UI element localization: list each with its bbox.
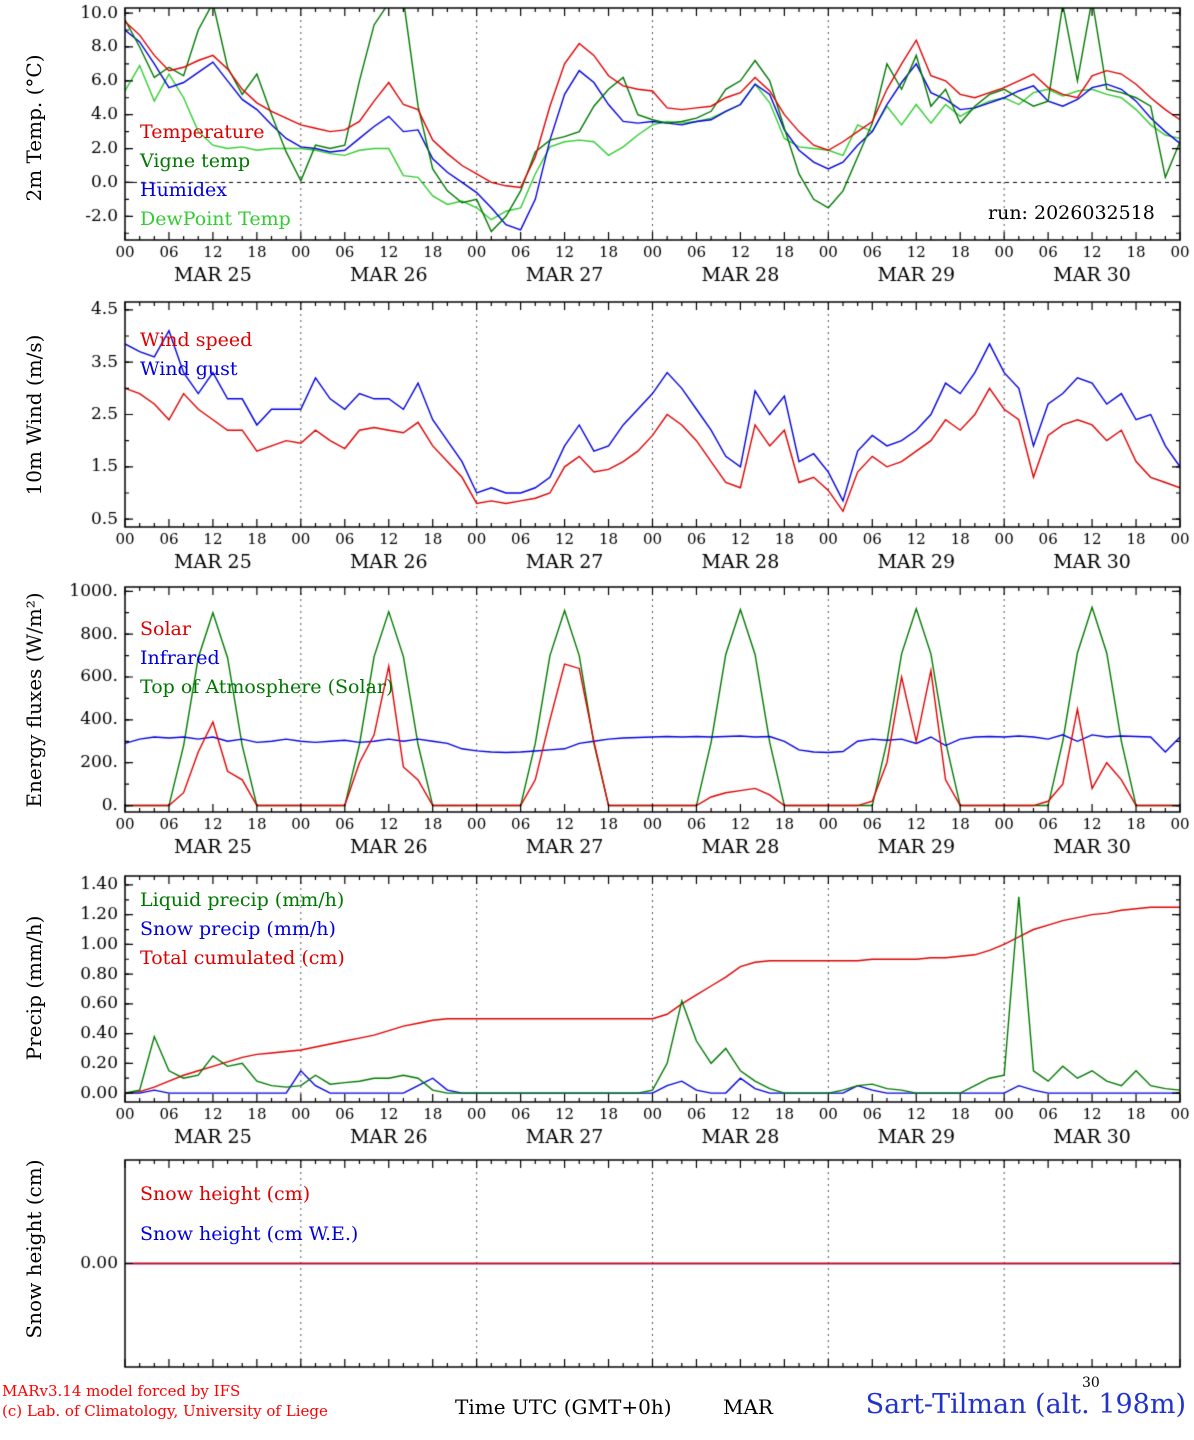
wind-panel: 10m Wind (m/s) Wind speed Wind gust (0, 290, 1194, 575)
month-caption: MAR (723, 1395, 773, 1419)
legend-item-solar: Solar (140, 618, 191, 640)
precip-panel: Precip (mm/h) Liquid precip (mm/h) Snow … (0, 860, 1194, 1150)
run-label: run: 2026032518 (988, 202, 1155, 224)
legend-item-wind-speed: Wind speed (140, 329, 253, 351)
footer-superscript: 30 (1082, 1375, 1100, 1391)
temperature-legend: Temperature Vigne temp Humidex DewPoint … (140, 118, 291, 234)
energy-y-axis-label: Energy fluxes (W/m²) (22, 592, 46, 808)
legend-item-vigne-temp: Vigne temp (140, 150, 251, 172)
legend-item-wind-gust: Wind gust (140, 358, 238, 380)
legend-item-temperature: Temperature (140, 121, 265, 143)
snow-y-axis-label: Snow height (cm) (22, 1159, 46, 1339)
temperature-panel: 2m Temp. (°C) Temperature Vigne temp Hum… (0, 0, 1194, 290)
wind-chart-canvas (0, 290, 1194, 575)
snow-panel: Snow height (cm) Snow height (cm) Snow h… (0, 1150, 1194, 1375)
legend-item-snow-height-we: Snow height (cm W.E.) (140, 1223, 359, 1245)
legend-item-total-cumulated: Total cumulated (cm) (140, 947, 345, 969)
energy-chart-canvas (0, 575, 1194, 860)
legend-item-snow-height: Snow height (cm) (140, 1183, 311, 1205)
model-credit: MARv3.14 model forced by IFS (c) Lab. of… (2, 1381, 328, 1421)
legend-item-snow-precip: Snow precip (mm/h) (140, 918, 336, 940)
model-credit-line-2: (c) Lab. of Climatology, University of L… (2, 1402, 328, 1420)
precip-legend: Liquid precip (mm/h) Snow precip (mm/h) … (140, 886, 345, 973)
station-title: Sart-Tilman (alt. 198m) (865, 1389, 1186, 1420)
legend-item-infrared: Infrared (140, 647, 220, 669)
snow-legend: Snow height (cm) Snow height (cm W.E.) (140, 1174, 358, 1254)
time-axis-caption: Time UTC (GMT+0h) (455, 1395, 672, 1419)
precip-chart-canvas (0, 860, 1194, 1150)
snow-chart-canvas (0, 1150, 1194, 1375)
energy-panel: Energy fluxes (W/m²) Solar Infrared Top … (0, 575, 1194, 860)
legend-item-humidex: Humidex (140, 179, 228, 201)
footer: MARv3.14 model forced by IFS (c) Lab. of… (0, 1375, 1194, 1440)
temperature-chart-canvas (0, 0, 1194, 290)
legend-item-top-of-atmosphere: Top of Atmosphere (Solar) (140, 676, 394, 698)
legend-item-liquid-precip: Liquid precip (mm/h) (140, 889, 345, 911)
wind-legend: Wind speed Wind gust (140, 326, 252, 384)
legend-item-dewpoint-temp: DewPoint Temp (140, 208, 291, 230)
energy-legend: Solar Infrared Top of Atmosphere (Solar) (140, 615, 393, 702)
temperature-y-axis-label: 2m Temp. (°C) (22, 54, 46, 202)
precip-y-axis-label: Precip (mm/h) (22, 915, 46, 1060)
wind-y-axis-label: 10m Wind (m/s) (22, 334, 46, 496)
model-credit-line-1: MARv3.14 model forced by IFS (2, 1382, 241, 1400)
